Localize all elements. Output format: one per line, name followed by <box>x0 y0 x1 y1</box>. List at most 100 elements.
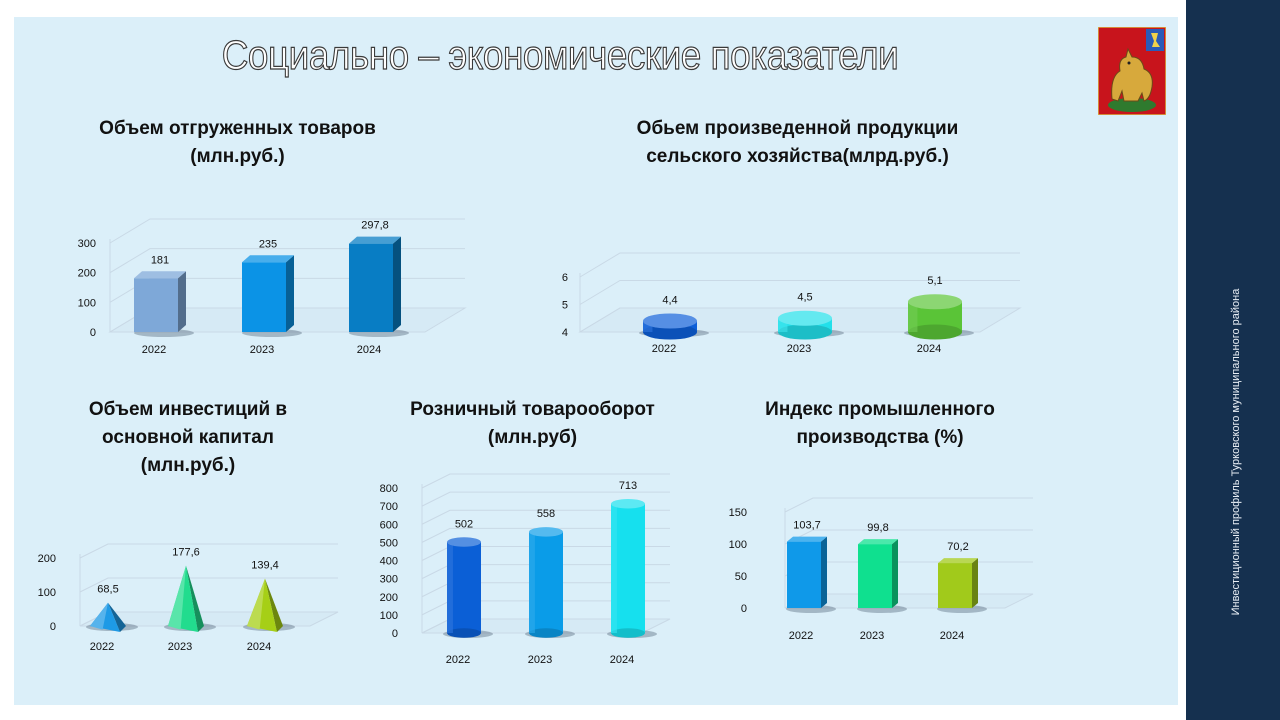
gridline <box>79 543 338 559</box>
y-tick-label: 0 <box>50 621 56 633</box>
y-tick-label: 300 <box>380 574 398 586</box>
data-label: 181 <box>151 254 169 266</box>
gridline <box>579 307 1020 333</box>
x-tick-label: 2023 <box>250 344 274 356</box>
data-label: 4,4 <box>662 294 677 306</box>
chart-shipped: 0 100 200 300 181 2022 235 2023 297,8 2024 <box>78 218 467 356</box>
bar-base <box>908 324 962 340</box>
bar-base <box>611 628 645 638</box>
page-title: Социально – экономические показатели <box>221 31 899 78</box>
bar-highlight <box>447 542 453 633</box>
bar-top <box>787 536 827 542</box>
x-tick-label: 2022 <box>652 343 676 355</box>
bar <box>349 243 393 332</box>
data-label: 297,8 <box>361 220 389 232</box>
chart-invest: 0 100 200 68,5 2022 177,6 2023 139,4 2024 <box>38 543 339 653</box>
data-label: 99,8 <box>867 522 888 534</box>
bar <box>242 262 286 332</box>
y-tick-label: 150 <box>729 507 747 519</box>
gridline <box>421 473 670 489</box>
bar-side <box>186 565 204 632</box>
data-label: 4,5 <box>797 292 812 304</box>
y-tick-label: 100 <box>729 539 747 551</box>
gridline <box>109 218 465 244</box>
bar <box>858 544 892 608</box>
bar <box>938 563 972 608</box>
sidebar-caption: Инвестиционный профиль Турковского муниц… <box>1230 288 1242 616</box>
gridline <box>421 509 670 525</box>
bar-base <box>643 324 697 340</box>
gridline <box>579 252 1020 278</box>
data-label: 68,5 <box>97 584 118 596</box>
sidebar <box>1186 0 1280 720</box>
x-tick-label: 2022 <box>446 654 470 666</box>
bar-highlight <box>643 321 653 332</box>
y-tick-label: 300 <box>78 238 96 250</box>
gridline <box>579 280 1020 305</box>
chart-title-invest: Объем инвестиций в основной капитал (млн… <box>88 399 288 476</box>
x-tick-label: 2022 <box>90 641 114 653</box>
bar <box>787 541 821 608</box>
y-tick-label: 0 <box>741 603 747 615</box>
data-label: 139,4 <box>251 560 279 572</box>
y-tick-label: 400 <box>380 556 398 568</box>
bar-top <box>908 294 962 310</box>
data-label: 70,2 <box>947 541 968 553</box>
chart-agro: 4 5 6 4,4 2022 4,5 2023 5,1 2024 <box>562 252 1022 355</box>
y-tick-label: 500 <box>380 537 398 549</box>
bar-base <box>529 628 563 638</box>
bar-top <box>349 236 401 244</box>
chart-industry: 0 50 100 150 103,7 2022 99,8 2023 70,2 2024 <box>729 497 1034 642</box>
bar <box>134 278 178 332</box>
x-tick-label: 2024 <box>940 630 964 642</box>
data-label: 5,1 <box>927 275 942 287</box>
x-tick-label: 2024 <box>357 344 381 356</box>
x-tick-label: 2024 <box>610 654 634 666</box>
y-tick-label: 5 <box>562 300 568 312</box>
bar-highlight <box>529 531 535 633</box>
bar-top <box>611 499 645 509</box>
x-tick-label: 2024 <box>247 641 271 653</box>
y-tick-label: 200 <box>78 268 96 280</box>
y-tick-label: 200 <box>380 592 398 604</box>
x-tick-label: 2024 <box>917 343 941 355</box>
y-tick-label: 200 <box>38 553 56 565</box>
bar-top <box>529 527 563 537</box>
y-tick-label: 6 <box>562 272 568 284</box>
bar-base <box>447 628 481 638</box>
bar-side <box>286 255 294 332</box>
bar-highlight <box>611 503 617 633</box>
gridline <box>421 491 670 507</box>
bar-side <box>265 578 283 632</box>
y-tick-label: 100 <box>380 610 398 622</box>
chart-title-shipped: Объем отгруженных товаров (млн.руб.) <box>99 118 376 167</box>
bar-top <box>858 539 898 545</box>
bar-highlight <box>90 602 108 630</box>
y-tick-label: 0 <box>90 327 96 339</box>
x-tick-label: 2023 <box>860 630 884 642</box>
y-tick-label: 600 <box>380 519 398 531</box>
data-label: 103,7 <box>793 520 821 532</box>
coat-of-arms-lynx-icon <box>1098 27 1166 115</box>
bar-side <box>108 602 126 632</box>
y-tick-label: 50 <box>735 571 747 583</box>
chart-title-retail: Розничный товарооборот (млн.руб) <box>410 399 655 448</box>
bar-top <box>447 537 481 547</box>
data-label: 177,6 <box>172 547 200 559</box>
x-tick-label: 2022 <box>789 630 813 642</box>
content-panel <box>14 17 1178 705</box>
y-tick-label: 800 <box>380 483 398 495</box>
bar-base <box>778 324 832 340</box>
chart-retail: 0 100 200 300 400 500 600 700 800 502 2022 558 2023 7… <box>380 473 671 666</box>
gridline <box>79 577 338 593</box>
bar-top <box>134 271 186 279</box>
chart-title-agro: Обьем произведенной продукции сельского … <box>636 118 959 167</box>
bar-top <box>643 313 697 329</box>
y-tick-label: 700 <box>380 501 398 513</box>
bar-side <box>972 558 978 608</box>
bar-highlight <box>908 301 918 332</box>
bar-side <box>892 539 898 608</box>
y-tick-label: 100 <box>38 587 56 599</box>
y-tick-label: 100 <box>78 297 96 309</box>
bar-highlight <box>168 565 186 630</box>
